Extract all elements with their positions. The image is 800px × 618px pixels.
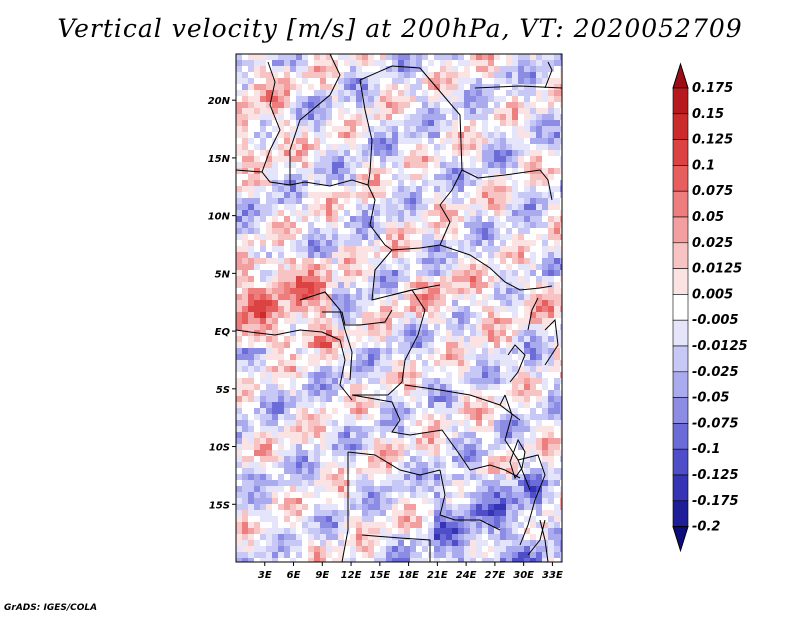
- colorbar-swatch: [672, 87, 689, 115]
- colorbar-label: -0.025: [692, 365, 739, 380]
- lon-tick-label: 18E: [398, 570, 419, 581]
- colorbar-label: 0.175: [692, 81, 733, 96]
- colorbar-swatch: [672, 113, 689, 140]
- colorbar-swatch: [672, 423, 689, 450]
- colorbar-swatch: [672, 448, 689, 476]
- colorbar-swatch: [672, 500, 689, 527]
- colorbar-label: 0.005: [692, 287, 733, 302]
- lon-tick-label: 9E: [315, 570, 329, 581]
- colorbar-label: -0.05: [692, 391, 729, 406]
- colorbar-label: -0.075: [692, 416, 739, 431]
- lon-tick-label: 33E: [542, 570, 563, 581]
- colorbar-swatch: [672, 294, 689, 321]
- country-borders: [236, 54, 562, 562]
- lon-tick-label: 30E: [513, 570, 534, 581]
- lat-tick-label: EQ: [215, 327, 231, 338]
- colorbar-label: -0.1: [692, 442, 720, 457]
- lon-tick-label: 3E: [258, 570, 272, 581]
- colorbar-swatch: [672, 165, 689, 192]
- lat-tick-label: 5S: [216, 385, 230, 396]
- lon-tick-label: 12E: [341, 570, 362, 581]
- colorbar-legend: 0.175 0.15 0.125 0.1 0.075 0.05 0.025 0.0125 0.0…: [672, 62, 748, 553]
- colorbar-label: -0.2: [692, 520, 720, 535]
- lat-tick-label: 20N: [208, 96, 231, 107]
- plot-frame: [235, 53, 563, 563]
- colorbar-label: -0.005: [692, 313, 739, 328]
- colorbar-swatch: [672, 242, 689, 269]
- colorbar-label: 0.025: [692, 236, 733, 251]
- lon-tick-label: 21E: [427, 570, 448, 581]
- colorbar-swatch: [672, 474, 689, 502]
- colorbar-swatch: [672, 397, 689, 424]
- colorbar-label: 0.1: [692, 158, 715, 173]
- lon-tick-label: 15E: [369, 570, 390, 581]
- velocity-field: [236, 54, 562, 562]
- latitude-axis: 20N 15N 10N 5N EQ 5S 10S 15S: [208, 96, 236, 511]
- colorbar-label: 0.05: [692, 210, 724, 225]
- colorbar-label: 0.0125: [692, 262, 742, 277]
- lon-tick-label: 6E: [287, 570, 301, 581]
- lat-tick-label: 10N: [208, 212, 231, 223]
- lat-tick-label: 5N: [215, 269, 231, 280]
- longitude-axis: 3E 6E 9E 12E 15E 18E 21E 24E 27E 30E 33E: [258, 562, 563, 581]
- colorbar-top-arrow: [672, 62, 689, 89]
- colorbar-label: -0.125: [692, 468, 739, 483]
- lat-tick-label: 15S: [209, 500, 230, 511]
- lon-tick-label: 27E: [485, 570, 506, 581]
- colorbar-swatch: [672, 139, 689, 166]
- grads-credit: GrADS: IGES/COLA: [4, 603, 98, 613]
- colorbar-label: 0.075: [692, 184, 733, 199]
- colorbar-label: -0.175: [692, 494, 739, 509]
- colorbar-swatch: [672, 371, 689, 398]
- colorbar-label: -0.0125: [692, 339, 748, 354]
- lat-tick-label: 15N: [208, 154, 231, 165]
- colorbar-label: 0.125: [692, 133, 733, 148]
- colorbar-swatch: [672, 216, 689, 244]
- lat-tick-label: 10S: [209, 443, 230, 454]
- colorbar-swatch: [672, 345, 689, 373]
- colorbar-bottom-arrow: [672, 526, 689, 553]
- colorbar-swatch: [672, 319, 689, 347]
- map-title: Vertical velocity [m/s] at 200hPa, VT: 2…: [57, 14, 743, 43]
- colorbar-swatch: [672, 268, 689, 295]
- colorbar-swatch: [672, 190, 689, 218]
- colorbar-label: 0.15: [692, 107, 724, 122]
- lon-tick-label: 24E: [456, 570, 477, 581]
